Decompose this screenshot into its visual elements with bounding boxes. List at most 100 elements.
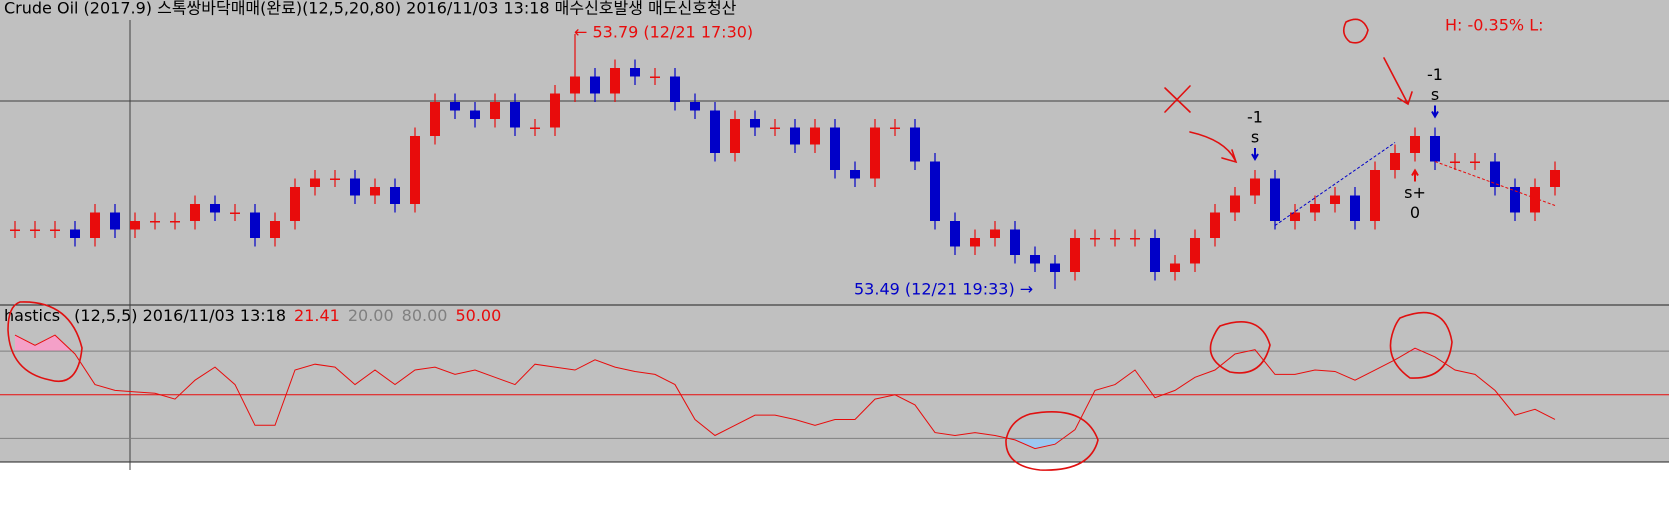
- candle-body: [1170, 263, 1180, 272]
- bottom-area: [0, 462, 1669, 506]
- candle-body: [990, 229, 1000, 238]
- candle-body: [290, 187, 300, 221]
- candle-body: [410, 136, 420, 204]
- candle-body: [1230, 195, 1240, 213]
- candle-body: [1270, 178, 1280, 221]
- low-label: 53.49 (12/21 19:33) →: [854, 280, 1033, 299]
- candle-body: [930, 161, 940, 221]
- candle-body: [90, 212, 100, 238]
- candle-body: [1450, 161, 1460, 163]
- candle-body: [490, 102, 500, 119]
- hand-circle: [1005, 411, 1099, 471]
- candle-body: [110, 212, 120, 230]
- level-label: 20.00: [348, 306, 394, 325]
- hand-circle: [1209, 321, 1271, 374]
- level-label: 80.00: [402, 306, 448, 325]
- candle-body: [1090, 238, 1100, 240]
- signal-label: s+: [1404, 183, 1426, 202]
- candle-body: [1330, 195, 1340, 204]
- candle-body: [390, 187, 400, 204]
- candle-body: [50, 229, 60, 231]
- candle-body: [1110, 238, 1120, 240]
- candle-body: [610, 68, 620, 94]
- hand-arrow: [1189, 131, 1238, 164]
- hand-arrow: [1383, 57, 1413, 106]
- candle-body: [770, 127, 780, 129]
- candle-body: [1130, 238, 1140, 240]
- trend-line: [1434, 161, 1556, 206]
- candle-body: [470, 110, 480, 119]
- candle-body: [230, 212, 240, 214]
- candle-body: [1490, 161, 1500, 187]
- candle-body: [750, 119, 760, 128]
- candle-body: [1370, 170, 1380, 221]
- candle-body: [1430, 136, 1440, 162]
- candle-body: [1050, 263, 1060, 272]
- candle-body: [150, 221, 160, 223]
- candle-body: [1470, 161, 1480, 163]
- candle-body: [910, 127, 920, 162]
- candle-body: [970, 238, 980, 247]
- candle-body: [1510, 187, 1520, 213]
- signal-label: -1: [1247, 108, 1263, 127]
- candle-body: [1150, 238, 1160, 272]
- candle-body: [1350, 195, 1360, 221]
- signal-arrow: [1431, 105, 1439, 119]
- signal-label: s: [1251, 128, 1259, 147]
- signal-label: 0: [1410, 203, 1420, 222]
- indicator-value: 21.41: [294, 306, 340, 325]
- candle-body: [450, 102, 460, 111]
- candle-body: [530, 127, 540, 129]
- candle-body: [1070, 238, 1080, 272]
- candle-body: [590, 76, 600, 94]
- candle-body: [670, 76, 680, 102]
- indicator-name: hastics: [4, 306, 60, 325]
- candle-body: [1310, 204, 1320, 213]
- hand-circle: [1342, 18, 1369, 44]
- candle-body: [550, 93, 560, 128]
- candle-body: [430, 102, 440, 136]
- hand-circle: [1389, 311, 1453, 379]
- trend-line: [1274, 142, 1396, 226]
- candle-body: [730, 119, 740, 153]
- candle-body: [810, 127, 820, 145]
- candle-body: [1550, 170, 1560, 187]
- candle-body: [1390, 153, 1400, 170]
- candle-body: [790, 127, 800, 145]
- candle-body: [210, 204, 220, 213]
- candle-body: [1030, 255, 1040, 264]
- indicator-line: [14, 334, 1556, 450]
- signal-arrow: [1411, 168, 1419, 182]
- candle-body: [30, 229, 40, 231]
- candle-body: [1190, 238, 1200, 264]
- indicator-params: (12,5,5) 2016/11/03 13:18: [74, 306, 286, 325]
- signal-arrow: [1251, 148, 1259, 161]
- candle-body: [690, 102, 700, 111]
- signal-label: s: [1431, 85, 1439, 104]
- status: H: -0.35% L:: [1445, 16, 1544, 35]
- candle-body: [830, 127, 840, 170]
- hand-x: [1164, 85, 1191, 113]
- candle-body: [850, 170, 860, 179]
- candle-body: [70, 229, 80, 238]
- candle-body: [330, 178, 340, 180]
- indicator-header: hastics (12,5,5) 2016/11/03 13:18 21.41 20.…: [4, 306, 501, 325]
- candle-body: [890, 127, 900, 129]
- candle-body: [310, 178, 320, 187]
- candle-body: [270, 221, 280, 238]
- candle-body: [1250, 178, 1260, 196]
- candle-body: [350, 178, 360, 196]
- candle-body: [630, 68, 640, 77]
- candle-body: [190, 204, 200, 221]
- candle-body: [250, 212, 260, 238]
- hand-annotations: [7, 18, 1453, 471]
- signal-label: -1: [1427, 65, 1443, 84]
- candle-body: [1530, 187, 1540, 213]
- candle-body: [650, 76, 660, 78]
- candle-body: [510, 102, 520, 128]
- candle-body: [1290, 212, 1300, 221]
- candle-body: [570, 76, 580, 94]
